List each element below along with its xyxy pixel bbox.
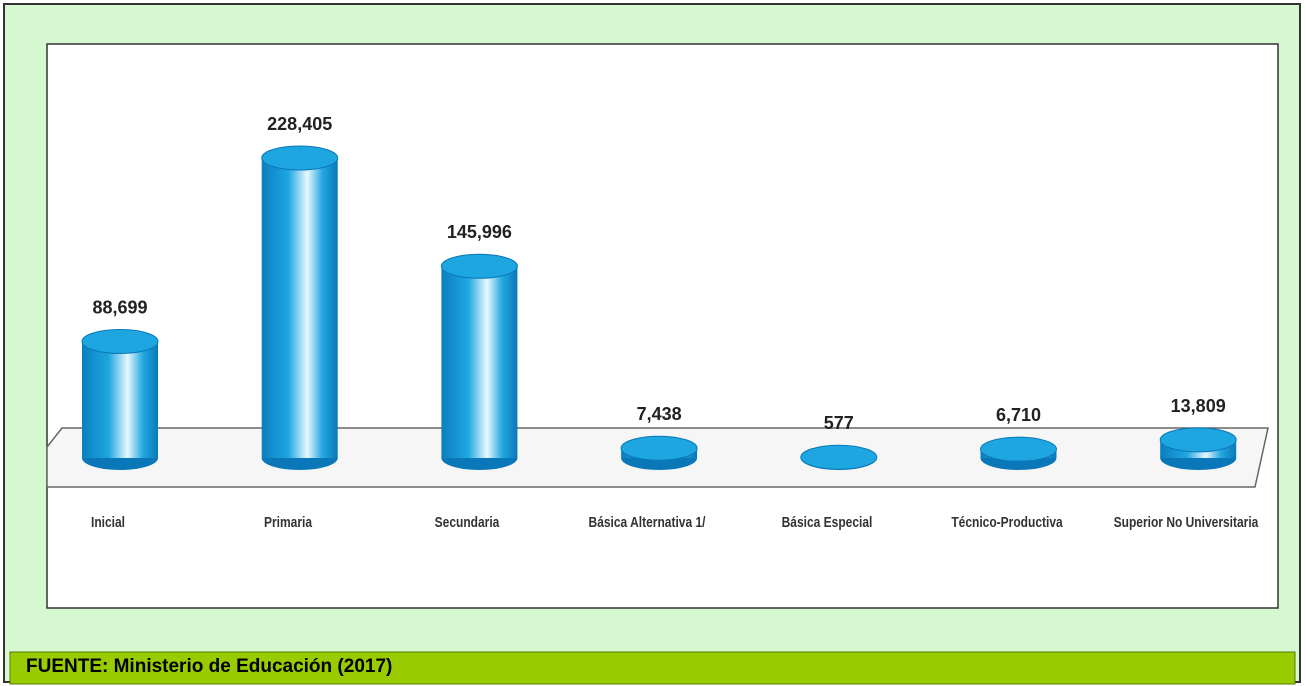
bar-top [1159,427,1237,453]
value-label: 88,699 [92,297,147,317]
plot-area [46,43,1279,609]
bar [261,158,338,458]
bar-top [81,328,159,354]
value-label: 6,710 [996,405,1041,425]
value-label: 145,996 [447,222,512,242]
category-label: Técnico-Productiva [950,514,1063,531]
bar-top [440,253,518,279]
source-bar [9,651,1296,685]
bar-top [261,145,339,171]
value-label: 577 [824,413,854,433]
category-label: Inicial [90,514,126,531]
value-label: 228,405 [267,114,332,134]
bar-top [800,444,878,470]
bar [441,266,518,458]
source: FUENTE: Ministerio de Educación (2017) [26,656,393,677]
category-label: Primaria [263,514,312,531]
category-label: Básica Alternativa 1/ [588,514,706,531]
category-label: Superior No Universitaria [1113,514,1259,531]
bar-top [620,435,698,461]
value-label: 13,809 [1171,396,1226,416]
category-label: Secundaria [435,514,500,531]
category-label: Básica Especial [781,514,873,531]
value-label: 7,438 [637,404,682,424]
bar [82,341,158,458]
bar-top [980,436,1057,462]
